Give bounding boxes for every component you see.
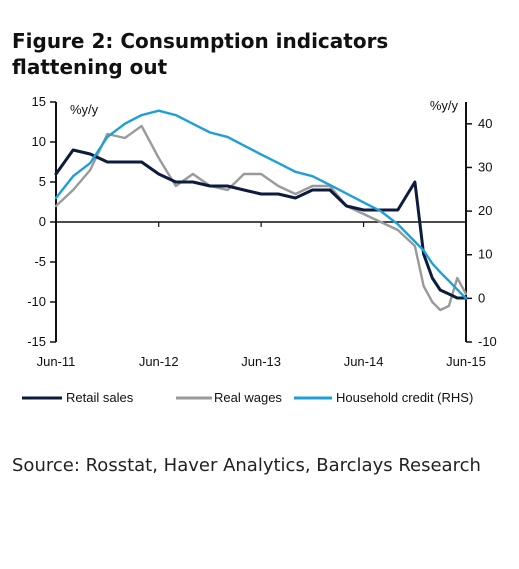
left-tick-label: -10 bbox=[27, 294, 46, 309]
x-tick-label: Jun-13 bbox=[241, 354, 281, 369]
legend-label: Retail sales bbox=[66, 390, 134, 405]
right-tick-label: 40 bbox=[478, 116, 492, 131]
left-tick-label: 15 bbox=[32, 94, 46, 109]
right-axis-unit: %y/y bbox=[430, 98, 459, 113]
chart-title: Figure 2: Consumption indicators flatten… bbox=[12, 29, 389, 79]
left-tick-label: 5 bbox=[39, 174, 46, 189]
x-tick-label: Jun-14 bbox=[344, 354, 384, 369]
left-axis-unit: %y/y bbox=[70, 102, 99, 117]
line-chart: 15 10 5 0 -5 -10 -15 40 30 20 10 0 -10 Jun-11 Jun-12 Ju… bbox=[22, 94, 497, 405]
legend-label: Household credit (RHS) bbox=[336, 390, 473, 405]
right-tick-label: 0 bbox=[478, 290, 485, 305]
x-tick-label: Jun-12 bbox=[139, 354, 179, 369]
right-tick-label: 10 bbox=[478, 247, 492, 262]
left-tick-label: -5 bbox=[34, 254, 46, 269]
series-line-real-wages bbox=[54, 124, 468, 312]
left-tick-label: 10 bbox=[32, 134, 46, 149]
legend-label: Real wages bbox=[214, 390, 282, 405]
source-note: Source: Rosstat, Haver Analytics, Barcla… bbox=[12, 455, 481, 476]
x-tick-label: Jun-15 bbox=[446, 354, 486, 369]
left-tick-label: 0 bbox=[39, 214, 46, 229]
right-tick-label: 30 bbox=[478, 159, 492, 174]
left-tick-label: -15 bbox=[27, 334, 46, 349]
x-tick-label: Jun-11 bbox=[37, 354, 76, 369]
right-tick-label: 20 bbox=[478, 203, 492, 218]
right-tick-label: -10 bbox=[478, 334, 497, 349]
series-line-household-credit-rhs bbox=[54, 109, 468, 300]
series-line-retail-sales bbox=[54, 148, 468, 300]
